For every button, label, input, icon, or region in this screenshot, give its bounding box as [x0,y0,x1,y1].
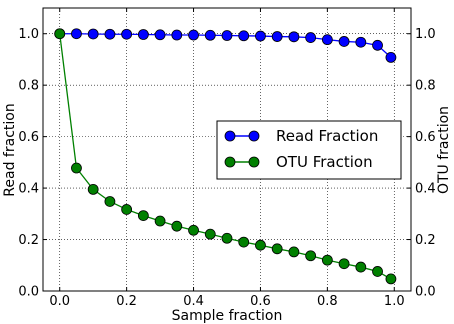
x-tick-label: 0.2 [116,294,137,309]
legend-read-label: Read Fraction [276,127,378,145]
data-point-otu-fraction [305,250,317,262]
data-point-read-fraction [288,31,300,43]
data-point-read-fraction [121,28,133,40]
y2-tick-label: 1.0 [415,27,436,42]
y-axis-label: Read fraction [2,103,18,196]
y-tick-label: 0.8 [18,79,39,94]
y2-tick-label: 0.6 [415,130,436,145]
legend-otu-marker [224,156,236,168]
x-axis-label: Sample fraction [172,308,283,324]
x-tick-label: 0.6 [250,294,271,309]
data-point-read-fraction [385,51,397,63]
x-tick-label: 1.0 [384,294,405,309]
x-tick-label: 0.4 [183,294,204,309]
data-point-otu-fraction [255,239,266,251]
legend: Read Fraction OTU Fraction [216,120,402,180]
data-point-otu-fraction [171,220,183,232]
data-point-read-fraction [238,30,250,42]
data-point-read-fraction [154,29,166,41]
data-point-otu-fraction [238,236,250,248]
data-point-read-fraction [372,39,383,51]
data-point-otu-fraction [71,162,82,174]
x-tick-label: 0.8 [317,294,338,309]
data-point-otu-fraction [121,204,133,215]
y2-tick-label: 0.2 [415,233,436,248]
data-point-otu-fraction [104,196,116,207]
y2-tick-label: 0.0 [415,285,436,300]
data-point-read-fraction [171,29,183,41]
ticks [43,8,411,292]
data-point-read-fraction [87,28,99,40]
data-point-read-fraction [204,29,216,41]
data-point-read-fraction [338,36,350,47]
data-point-read-fraction [221,30,233,41]
data-point-read-fraction [71,28,82,40]
data-point-read-fraction [137,29,149,40]
data-point-otu-fraction [137,210,149,222]
plot-frame [42,7,412,292]
y-tick-label: 0.4 [18,182,39,197]
x-tick-label: 0.0 [49,294,70,309]
legend-otu-marker-2 [248,156,260,168]
y2-tick-label: 0.4 [415,182,436,197]
data-point-otu-fraction [221,232,233,244]
data-point-otu-fraction [372,266,383,277]
y2-axis-label: OTU fraction [436,106,452,194]
series-layer [54,28,397,285]
tick-labels: 0.0 0.2 0.4 0.6 0.8 1.0 0.0 0.2 0.4 0.6 0.8 1.0 0.0 0… [18,27,435,309]
y-tick-label: 0.6 [18,130,39,145]
data-point-read-fraction [188,29,199,41]
data-point-otu-fraction [204,228,216,240]
data-point-read-fraction [355,36,367,48]
data-point-otu-fraction [385,273,397,285]
data-point-otu-fraction [321,254,333,266]
data-point-read-fraction [321,34,333,46]
y2-tick-label: 0.8 [415,79,436,94]
data-point-otu-fraction [154,215,166,227]
data-point-read-fraction [104,28,116,40]
data-point-otu-fraction [188,224,199,236]
data-point-otu-fraction [288,246,300,258]
legend-read-marker-2 [248,130,260,142]
y-tick-label: 1.0 [18,27,39,42]
data-point-otu-fraction [87,183,99,195]
data-point-read-fraction [255,30,266,42]
data-point-read-fraction [271,31,283,42]
legend-box [216,120,402,180]
legend-read-marker [224,130,236,142]
y-tick-label: 0.0 [18,285,39,300]
data-point-otu-fraction [271,243,283,255]
y-tick-label: 0.2 [18,233,39,248]
data-point-otu-fraction [355,261,367,273]
legend-otu-label: OTU Fraction [276,153,373,171]
data-point-otu-fraction [338,258,350,270]
data-point-read-fraction [305,32,317,43]
data-point-otu-fraction [54,28,66,40]
